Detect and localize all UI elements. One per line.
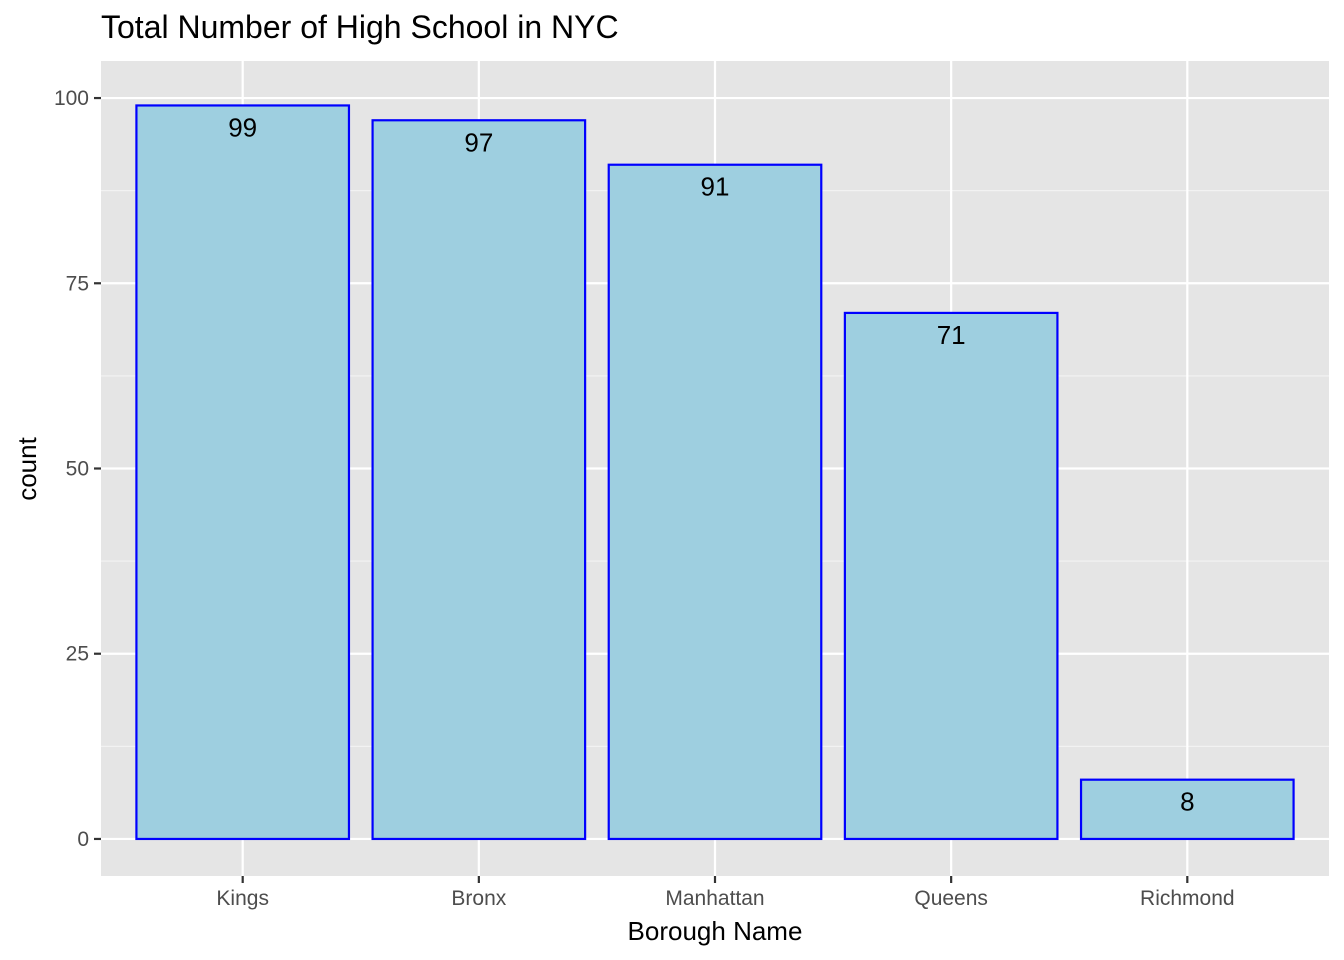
y-axis: 0 25 50 75 100 (54, 87, 101, 851)
x-tick-label: Kings (216, 887, 269, 910)
bar-manhattan (607, 163, 823, 841)
y-tick-label: 0 (77, 828, 89, 851)
bar-kings (135, 104, 351, 841)
bar-queens (843, 311, 1059, 841)
data-label-kings: 99 (228, 112, 257, 142)
x-tick-label: Bronx (451, 887, 506, 910)
bar-richmond (1079, 778, 1295, 841)
chart-title: Total Number of High School in NYC (101, 9, 619, 45)
bars-group (135, 104, 1295, 841)
x-axis-title: Borough Name (628, 916, 803, 946)
data-label-queens: 71 (937, 320, 966, 350)
x-tick-label: Richmond (1140, 887, 1235, 910)
y-tick-label: 50 (66, 458, 89, 481)
data-label-manhattan: 91 (701, 172, 730, 202)
y-tick-label: 25 (66, 643, 89, 666)
data-label-bronx: 97 (464, 127, 493, 157)
data-labels-group: 99 97 91 71 8 (228, 112, 1194, 816)
y-tick-label: 75 (66, 272, 89, 295)
data-label-richmond: 8 (1180, 787, 1194, 817)
y-axis-title: count (12, 436, 42, 500)
x-tick-label: Manhattan (665, 887, 764, 910)
bar-bronx (371, 119, 587, 841)
x-axis: Kings Bronx Manhattan Queens Richmond (216, 876, 1235, 910)
x-tick-label: Queens (914, 887, 988, 910)
y-tick-label: 100 (54, 87, 89, 110)
